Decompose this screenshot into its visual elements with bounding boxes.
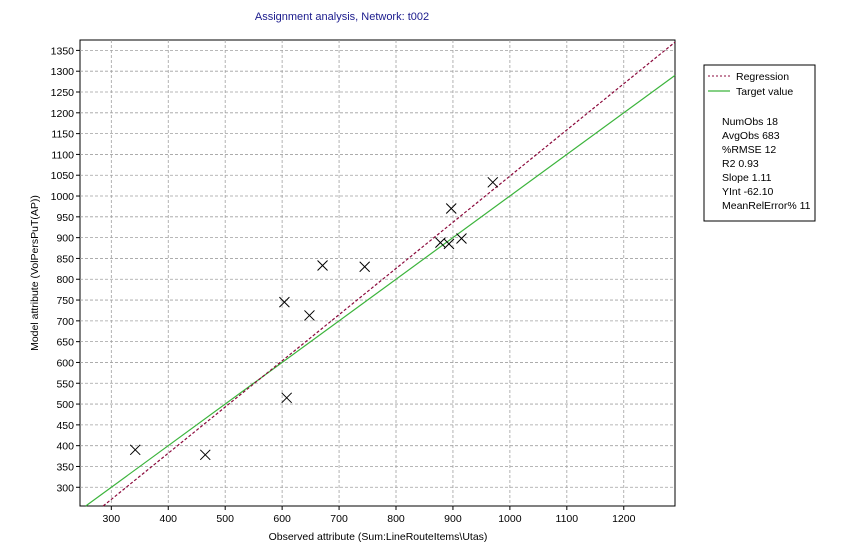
y-tick-label: 1350: [51, 45, 75, 57]
x-tick-label: 900: [444, 513, 462, 525]
x-tick-label: 500: [216, 513, 234, 525]
x-tick-label: 1200: [612, 513, 636, 525]
y-tick-label: 350: [56, 461, 74, 473]
scatter-point: [199, 449, 211, 461]
axis-ticks: 300 400 500 600 700 800 900 1000 1100 1200 300 350 4…: [51, 45, 636, 525]
y-tick-label: 1000: [51, 191, 75, 203]
y-tick-label: 700: [56, 316, 74, 328]
y-tick-label: 400: [56, 441, 74, 453]
x-tick-label: 700: [330, 513, 348, 525]
y-tick-label: 1200: [51, 108, 75, 120]
scatter-point: [443, 238, 455, 250]
x-tick-label: 400: [159, 513, 177, 525]
y-tick-label: 1100: [51, 149, 74, 161]
y-axis-label: Model attribute (VolPersPuT(AP)): [29, 195, 41, 351]
legend-stat-line: NumObs 18: [722, 116, 778, 128]
scatter-point: [487, 176, 499, 188]
scatter-point: [359, 261, 371, 273]
legend-stat-line: %RMSE 12: [722, 144, 776, 156]
y-tick-label: 450: [56, 420, 74, 432]
x-tick-label: 1100: [556, 513, 579, 525]
y-tick-label: 500: [56, 399, 74, 411]
legend-stats: NumObs 18 AvgObs 683 %RMSE 12 R2 0.93 Slope …: [722, 116, 811, 212]
y-tick-label: 1050: [51, 170, 75, 182]
lines: [85, 41, 676, 507]
y-tick-label: 650: [56, 337, 74, 349]
legend-regression-label: Regression: [736, 71, 789, 83]
scatter-point: [317, 260, 328, 271]
legend-stat-line: YInt -62.10: [722, 186, 774, 198]
legend-stat-line: MeanRelError% 11: [722, 200, 811, 212]
y-tick-label: 950: [56, 212, 74, 224]
scatter-point: [129, 444, 141, 456]
y-tick-label: 1300: [51, 66, 75, 78]
target-value-line: [85, 74, 676, 507]
legend-stat-line: AvgObs 683: [722, 130, 780, 142]
y-tick-label: 1250: [51, 87, 75, 99]
legend-stat-line: Slope 1.11: [722, 172, 772, 184]
grid: [80, 40, 675, 506]
x-tick-label: 800: [387, 513, 405, 525]
y-tick-label: 300: [56, 482, 74, 494]
regression-line: [102, 41, 676, 507]
x-tick-label: 300: [103, 513, 121, 525]
y-tick-label: 1150: [51, 129, 74, 141]
x-axis-label: Observed attribute (Sum:LineRouteItems\U…: [269, 531, 488, 543]
y-tick-label: 850: [56, 253, 74, 265]
plot-area: [79, 39, 676, 507]
scatter-point: [281, 392, 293, 404]
y-tick-label: 750: [56, 295, 74, 307]
legend: Regression Target value NumObs 18 AvgObs …: [703, 64, 816, 222]
x-tick-label: 600: [273, 513, 291, 525]
y-tick-label: 900: [56, 233, 74, 245]
scatter-points: [129, 176, 499, 461]
y-tick-label: 800: [56, 274, 74, 286]
legend-stat-line: R2 0.93: [722, 158, 759, 170]
chart-title: Assignment analysis, Network: t002: [255, 11, 429, 23]
scatter-point: [279, 296, 290, 308]
y-tick-label: 600: [56, 357, 74, 369]
y-tick-label: 550: [56, 378, 74, 390]
scatter-point: [445, 203, 457, 214]
scatter-point: [456, 233, 467, 244]
x-tick-label: 1000: [498, 513, 522, 525]
scatter-point: [304, 310, 315, 321]
legend-target-label: Target value: [736, 86, 793, 98]
